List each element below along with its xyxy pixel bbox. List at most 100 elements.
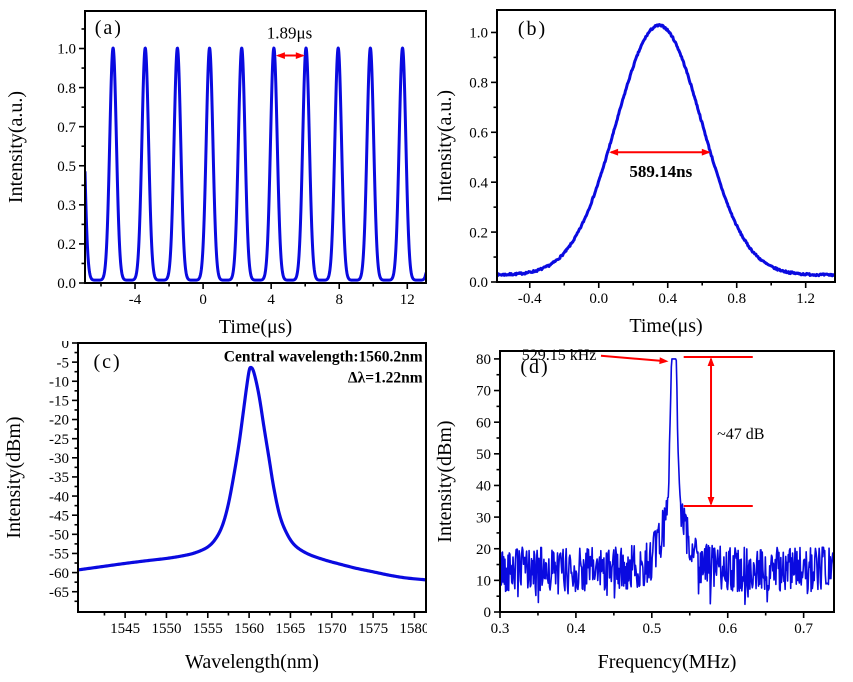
x-axis-title-a: Time(μs) (219, 316, 292, 338)
x-axis-title-d: Frequency(MHz) (598, 651, 737, 673)
y-tick-label: 0.8 (469, 76, 488, 92)
y-tick-label: 40 (476, 479, 491, 495)
y-tick-label: -15 (49, 394, 69, 410)
y-tick-label: 60 (476, 415, 491, 431)
x-tick-label: 0.6 (718, 621, 737, 637)
annotation-text: 1.89μs (267, 24, 312, 43)
x-axis-title-b: Time(μs) (629, 315, 702, 337)
data-curve-a (85, 46, 426, 282)
panel-a-pulse-train-chart: -4 0 4 8 12 0.0 0.2 0.3 0.5 0.7 0.8 1.0 Time(μs) Inte… (5, 10, 427, 338)
y-tick-label: 0.0 (57, 276, 76, 292)
y-tick-label: -40 (49, 489, 69, 505)
x-tick-label: 0.4 (567, 621, 586, 637)
y-tick-label: 30 (476, 510, 491, 526)
y-tick-label: 0 (484, 605, 492, 621)
annotation-text: Central wavelength:1560.2nm (224, 348, 423, 365)
y-tick-label: 1.0 (57, 42, 76, 58)
y-tick-label: 0.3 (57, 198, 76, 214)
annotation-text: Δλ=1.22nm (348, 369, 423, 386)
plot-frame-b (496, 9, 836, 283)
y-tick-label: -55 (49, 547, 69, 563)
x-tick-label: 1565 (275, 621, 305, 637)
x-tick-label: 1550 (151, 621, 181, 637)
arrowhead (295, 52, 305, 59)
y-tick-label: 0.6 (469, 125, 488, 141)
data-curve-b (497, 23, 835, 278)
y-tick-label: 0.8 (57, 81, 76, 97)
ticks-b (491, 31, 807, 288)
arrowhead (609, 148, 619, 156)
data-curve-c (78, 365, 426, 582)
y-tick-label: 10 (476, 574, 491, 590)
y-tick-label: 0 (62, 341, 70, 352)
panel-d-rf-spectrum-chart: 0.3 0.4 0.5 0.6 0.7 0 10 20 30 40 50 60 70 80 Frequenc… (434, 347, 835, 673)
y-tick-label: -65 (49, 585, 69, 601)
annotation-text: 529.15 kHz (522, 347, 597, 364)
arrowhead (707, 357, 715, 366)
x-axis-title-c: Wavelength(nm) (185, 651, 319, 673)
x-tick-label: 0.4 (658, 291, 677, 307)
y-tick-label: 0.2 (57, 237, 76, 253)
ticks-c (72, 342, 416, 618)
y-tick-label: 0.0 (469, 275, 488, 291)
y-tick-label: -5 (57, 355, 70, 371)
x-tick-label: 12 (400, 292, 415, 308)
y-tick-label: -50 (49, 528, 69, 544)
panel-c-optical-spectrum-chart: 1545 1550 1555 1560 1565 1570 1575 1580 0 -5 -10 -1… (3, 341, 427, 673)
x-tick-label: 1555 (193, 621, 223, 637)
panel-b-single-pulse-chart: -0.4 0.0 0.4 0.8 1.2 0.0 0.2 0.4 0.6 0.8 1.0 Time(μ… (434, 9, 836, 337)
annotations-a: 1.89μs (267, 24, 312, 59)
arrowhead (275, 52, 285, 59)
y-tick-label: -25 (49, 432, 69, 448)
x-tick-label: 1560 (234, 621, 264, 637)
y-tick-label: 0.2 (469, 225, 488, 241)
panel-letter-b: (b) (518, 18, 547, 40)
data-curve-d (500, 358, 834, 606)
y-tick-label: 0.4 (469, 175, 488, 191)
plot-frame-d (499, 350, 835, 613)
y-axis-title-c: Intensity(dBm) (3, 416, 25, 538)
x-tick-label: 0.0 (589, 291, 608, 307)
x-tick-label: 0.3 (491, 621, 510, 637)
x-tick-label: -4 (129, 292, 142, 308)
pointer-arrow-line (600, 354, 665, 363)
y-axis-title-a: Intensity(a.u.) (5, 91, 27, 203)
annotations-d: 529.15 kHz ~47 dB (522, 347, 764, 508)
y-tick-label: -35 (49, 470, 69, 486)
annotations-c: Central wavelength:1560.2nm Δλ=1.22nm (224, 348, 423, 386)
y-tick-label: 20 (476, 542, 491, 558)
y-tick-label: -45 (49, 508, 69, 524)
y-axis-title-d: Intensity(dBm) (434, 420, 456, 542)
x-tick-label: 1545 (110, 621, 140, 637)
x-tick-label: 1580 (399, 621, 427, 637)
x-tick-label: -0.4 (518, 291, 542, 307)
x-tick-label: 4 (267, 292, 275, 308)
x-tick-label: 8 (335, 292, 343, 308)
annotation-text: 589.14ns (629, 162, 692, 181)
arrowhead (659, 357, 669, 365)
x-tick-label: 1570 (317, 621, 347, 637)
y-tick-label: 0.5 (57, 159, 76, 175)
y-tick-label: -20 (49, 413, 69, 429)
arrowhead (701, 148, 711, 156)
arrowhead (707, 497, 715, 506)
annotations-b: 589.14ns (609, 148, 711, 181)
annotation-text: ~47 dB (717, 426, 764, 443)
x-tick-label: 0 (199, 292, 207, 308)
x-tick-label: 0.7 (794, 621, 813, 637)
y-tick-label: 50 (476, 447, 491, 463)
ticks-a (79, 28, 409, 289)
x-tick-label: 0.8 (727, 291, 746, 307)
y-tick-label: 80 (476, 352, 491, 368)
y-tick-label: -10 (49, 374, 69, 390)
y-tick-label: 70 (476, 384, 491, 400)
panel-letter-c: (c) (93, 351, 121, 373)
panel-letter-d: (d) (520, 356, 549, 378)
panel-letter-a: (a) (95, 17, 123, 39)
y-tick-label: 1.0 (469, 26, 488, 42)
y-tick-label: -60 (49, 566, 69, 582)
y-axis-title-b: Intensity(a.u.) (434, 90, 456, 202)
y-tick-label: 0.7 (57, 120, 76, 136)
x-tick-label: 1.2 (796, 291, 815, 307)
